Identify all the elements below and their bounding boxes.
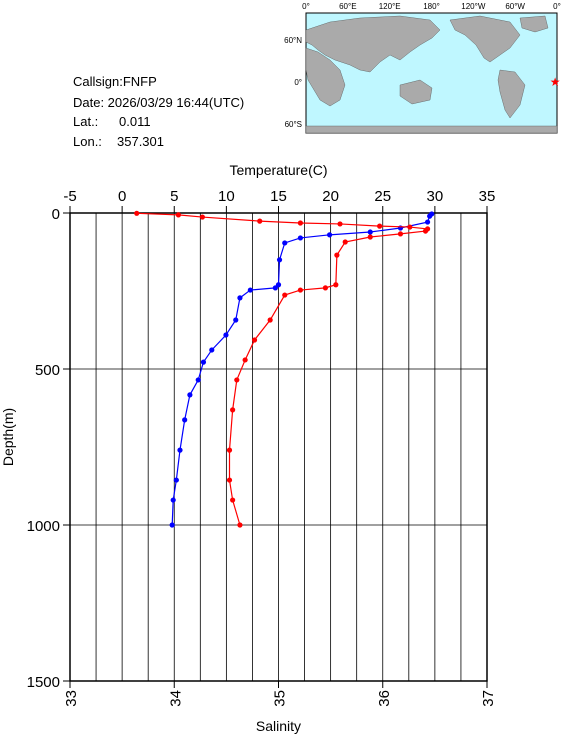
profile-point	[297, 235, 303, 241]
profile-point	[200, 359, 207, 365]
map-lon-label: 0°	[553, 2, 561, 11]
bottom-tick-label: 35	[272, 690, 289, 707]
profile-point	[173, 477, 179, 483]
map-lon-label: 120°E	[379, 2, 401, 11]
profile-point	[424, 219, 431, 225]
bottom-tick-label: 34	[167, 690, 184, 707]
profile-point	[297, 220, 303, 226]
top-axis-label: Temperature(C)	[229, 162, 327, 178]
bottom-tick-label: 33	[63, 690, 80, 707]
profile-point	[337, 221, 343, 227]
date: Date: 2026/03/29 16:44(UTC)	[73, 95, 244, 110]
profile-point	[170, 497, 176, 503]
profile-point	[422, 228, 429, 234]
map-lon-label: 0°	[302, 2, 310, 11]
profile-point	[230, 497, 236, 503]
y-axis-label: Depth(m)	[0, 408, 16, 466]
profile-point	[282, 240, 288, 246]
map-lon-label: 60°E	[339, 2, 356, 11]
profile-point	[134, 210, 140, 216]
profile-point	[195, 377, 201, 383]
profile-point	[175, 212, 182, 218]
profile-point	[242, 357, 248, 363]
profile-point	[237, 295, 243, 301]
y-tick-label: 1000	[27, 518, 60, 535]
profile-point	[407, 224, 413, 230]
profile-point	[209, 347, 215, 353]
profile-point	[177, 447, 183, 453]
profile-point	[230, 407, 236, 413]
profile-point	[257, 218, 263, 224]
profile-point	[342, 239, 348, 245]
map-land	[305, 15, 558, 134]
top-tick-label: 20	[322, 188, 339, 205]
profile-point	[182, 417, 188, 423]
profile-point	[226, 447, 233, 453]
profile-point	[169, 522, 175, 528]
y-tick-label: 500	[35, 362, 60, 379]
bottom-tick-label: 37	[480, 690, 497, 707]
map-lon-label: 120°W	[461, 2, 486, 11]
world-map	[305, 12, 558, 134]
lat-label: Lat.:	[73, 114, 98, 129]
callsign: Callsign:FNFP	[73, 74, 157, 89]
profile-point	[187, 392, 193, 398]
profile-point	[223, 332, 229, 338]
lon: 357.301	[117, 134, 164, 149]
map-lat-label: 60°S	[285, 120, 302, 129]
map-lon-label: 60°W	[505, 2, 525, 11]
profile-point	[276, 257, 283, 263]
profile-point	[247, 287, 253, 293]
map-lon-label: 180°	[423, 2, 440, 11]
profile-line	[171, 213, 433, 526]
top-tick-label: 30	[427, 188, 444, 205]
profile-point	[282, 292, 288, 298]
top-tick-label: 25	[374, 188, 391, 205]
top-tick-label: 0	[118, 188, 126, 205]
profile-point	[334, 252, 340, 258]
profile-point	[333, 282, 339, 288]
lon-label: Lon.:	[73, 134, 102, 149]
profile-point	[251, 337, 258, 343]
profile-point	[326, 232, 333, 238]
profile-point	[237, 522, 243, 528]
profile-point	[397, 231, 404, 237]
profile-point	[234, 377, 240, 383]
y-tick-label: 1500	[27, 674, 60, 691]
station-marker: ★	[550, 75, 561, 89]
top-tick-label: 35	[479, 188, 496, 205]
top-tick-label: 15	[270, 188, 287, 205]
profile-point	[267, 317, 273, 323]
profile-point	[377, 223, 383, 229]
profile-point	[233, 317, 239, 323]
bottom-axis-label: Salinity	[256, 718, 301, 734]
profile-point	[367, 234, 373, 240]
y-tick-label: 0	[52, 206, 60, 223]
profile-point	[297, 287, 303, 293]
bottom-tick-label: 36	[376, 690, 393, 707]
top-tick-label: -5	[63, 188, 76, 205]
profile-point	[272, 285, 278, 291]
profile-point	[427, 213, 433, 219]
profile-point	[322, 285, 329, 291]
top-tick-label: 10	[218, 188, 235, 205]
lat: 0.011	[119, 114, 151, 129]
top-tick-label: 5	[170, 188, 178, 205]
profile-point	[367, 229, 373, 235]
profile-point	[199, 214, 205, 220]
map-lat-label: 0°	[294, 78, 302, 87]
map-lat-label: 60°N	[284, 36, 302, 45]
profile-point	[226, 477, 233, 483]
